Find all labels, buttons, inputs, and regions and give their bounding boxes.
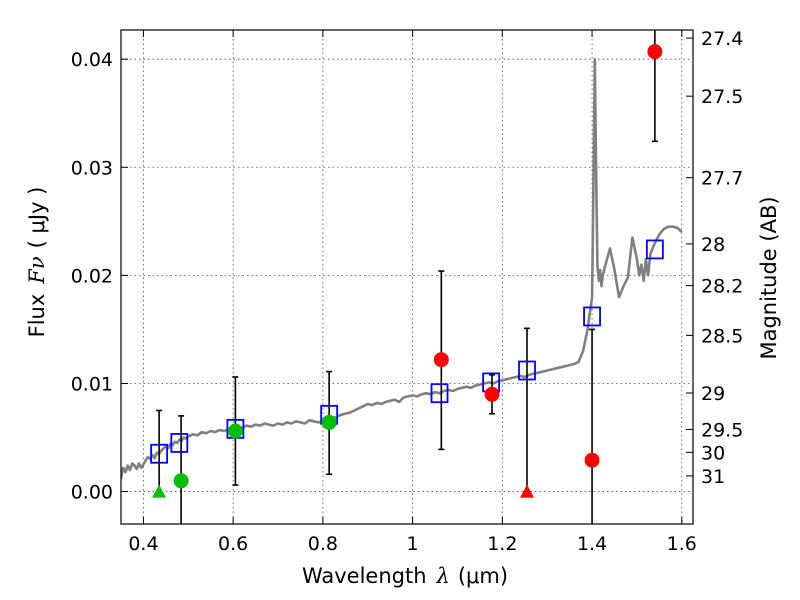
model-spectrum bbox=[121, 57, 683, 479]
model-photometry-square bbox=[645, 239, 664, 260]
x-tick-label: 0.4 bbox=[128, 533, 158, 555]
flux-point bbox=[647, 44, 663, 60]
y2-tick-label: 28.5 bbox=[701, 325, 743, 347]
error-bar bbox=[589, 328, 596, 524]
y2-tick-label: 27.4 bbox=[701, 28, 743, 50]
flux-point bbox=[173, 473, 189, 489]
flux-point bbox=[484, 386, 500, 402]
y2-tick-label: 27.5 bbox=[701, 86, 743, 108]
y2-tick-label: 28 bbox=[701, 234, 725, 256]
upper-limit-triangle bbox=[152, 484, 167, 498]
x-tick-label: 1.4 bbox=[577, 533, 607, 555]
x-axis-label: Wavelength λ (μm) bbox=[302, 564, 508, 588]
x-tick-label: 0.8 bbox=[308, 533, 338, 555]
x-tick-label: 1.6 bbox=[667, 533, 697, 555]
error-bars bbox=[156, 30, 658, 524]
x-tick-label: 1.2 bbox=[487, 533, 517, 555]
y2-tick-label: 31 bbox=[701, 466, 725, 488]
model-photometry-square bbox=[170, 433, 189, 453]
y2-tick-label: 28.2 bbox=[701, 276, 743, 298]
error-bar bbox=[178, 415, 185, 524]
grid bbox=[121, 30, 693, 524]
y2-axis-label: Magnitude (AB) bbox=[757, 196, 781, 359]
model-photometry-square bbox=[150, 443, 169, 464]
data-markers bbox=[150, 44, 664, 498]
y2-tick-label: 27.7 bbox=[701, 168, 743, 190]
x-tick-label: 0.6 bbox=[218, 533, 248, 555]
x-axis-label-text: Wavelength bbox=[302, 564, 427, 588]
flux-point bbox=[321, 414, 337, 430]
y-tick-label: 0.00 bbox=[71, 482, 113, 504]
x-tick-label: 1 bbox=[407, 533, 419, 555]
y-axis-label: Flux Fν ( μJy ) bbox=[25, 187, 49, 338]
model-spectrum-line bbox=[121, 57, 683, 479]
flux-point bbox=[433, 352, 449, 368]
y-tick-label: 0.04 bbox=[71, 49, 113, 71]
y-axis-label-symbol: Fν bbox=[25, 256, 49, 285]
y2-tick-label: 29 bbox=[701, 383, 725, 405]
flux-point bbox=[227, 423, 243, 439]
y-tick-label: 0.02 bbox=[71, 265, 113, 287]
y-axis-label-text: Flux bbox=[25, 294, 49, 338]
model-photometry-square bbox=[583, 306, 601, 327]
flux-point bbox=[584, 452, 600, 468]
model-photometry-square bbox=[430, 383, 449, 404]
x-axis-label-symbol: λ bbox=[436, 564, 450, 588]
y2-tick-label: 29.5 bbox=[701, 419, 743, 441]
x-axis-ticks: 0.4 0.6 0.8 1 1.2 1.4 1.6 bbox=[128, 30, 697, 555]
error-bar bbox=[524, 327, 531, 493]
y-tick-label: 0.03 bbox=[71, 157, 113, 179]
x-axis-label-unit: (μm) bbox=[458, 564, 508, 588]
upper-limit-triangle bbox=[520, 484, 535, 498]
y2-tick-label: 30 bbox=[701, 442, 725, 464]
plot-frame bbox=[120, 29, 694, 525]
y-axis-label-unit: ( μJy ) bbox=[25, 187, 49, 249]
y-axis-ticks: 0.00 0.01 0.02 0.03 0.04 bbox=[71, 49, 128, 504]
y-tick-label: 0.01 bbox=[71, 373, 113, 395]
model-photometry-square bbox=[518, 360, 536, 381]
